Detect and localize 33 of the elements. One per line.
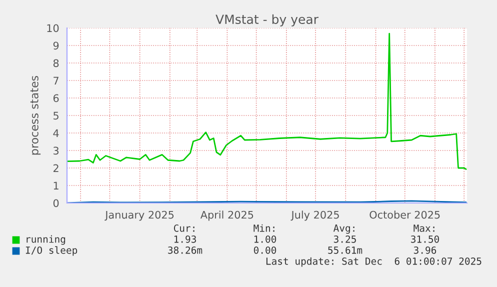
text: Min: xyxy=(254,224,274,232)
text: 1.00 xyxy=(254,235,276,243)
text: 3.96 xyxy=(414,246,436,254)
text: 0.00 xyxy=(254,246,276,254)
y-tick-label: 8 xyxy=(53,59,59,68)
text: Avg: xyxy=(333,224,354,234)
y-tick-label: 7 xyxy=(54,76,58,84)
text: Last update: Sat Dec 6 01:00:07 2025 xyxy=(266,257,482,267)
y-tick-label: 9 xyxy=(53,42,59,50)
y-tick-label: 6 xyxy=(53,94,59,102)
y-tick-label: 1 xyxy=(54,182,58,190)
text: 38.26m xyxy=(168,246,202,254)
y-tick-label: 2 xyxy=(53,164,58,172)
legend-label: running xyxy=(26,235,66,245)
line-series xyxy=(67,32,467,170)
text: 55.61m xyxy=(328,246,362,254)
x-tick-label: April 2025 xyxy=(200,210,254,221)
y-tick-label: 0 xyxy=(53,199,59,208)
text: 3.25 xyxy=(334,235,356,243)
x-tick-label: July 2025 xyxy=(290,210,339,221)
y-tick-label: 5 xyxy=(54,112,58,120)
y-tick-label: 4 xyxy=(53,129,59,137)
x-tick-label: January 2025 xyxy=(104,210,174,221)
x-tick-label: October 2025 xyxy=(370,210,440,219)
text: Cur: xyxy=(174,224,194,232)
text: 31.50 xyxy=(411,235,440,243)
chart-title: VMstat - by year xyxy=(216,14,318,26)
y-tick-label: 3 xyxy=(54,146,59,155)
text: 1.93 xyxy=(174,235,196,243)
text: Max: xyxy=(414,224,434,232)
legend-label: I/O sleep xyxy=(26,246,78,256)
y-axis-title: process states xyxy=(30,76,41,155)
y-tick-label: 10 xyxy=(47,24,59,32)
